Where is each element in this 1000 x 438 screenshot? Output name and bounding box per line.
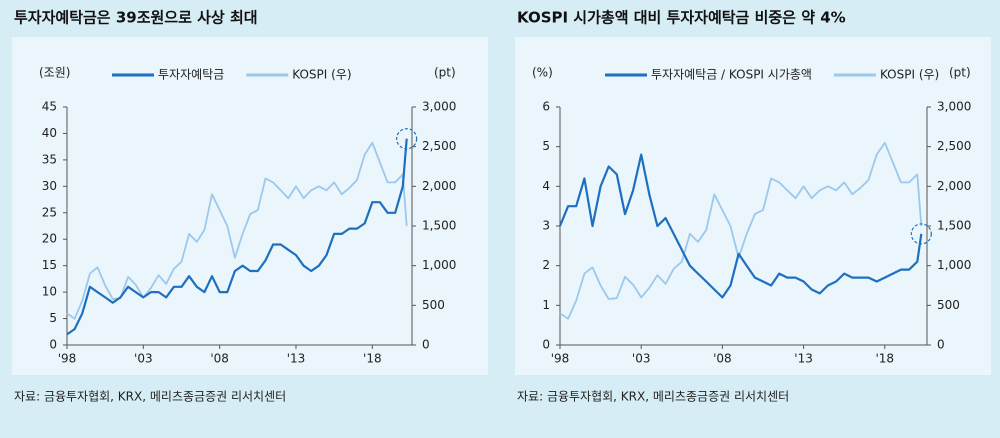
y-tick-label: 6 <box>542 100 550 114</box>
x-tick-label: '03 <box>632 352 651 366</box>
panel <box>515 37 991 375</box>
y-tick-label: 4 <box>542 179 550 193</box>
y-tick-label: 35 <box>42 152 57 166</box>
y-tick-label: 0 <box>49 338 57 352</box>
y-tick-label: 2 <box>542 258 550 272</box>
y-tick-label: 40 <box>42 126 57 140</box>
y-tick-label: 5 <box>49 311 57 325</box>
y2-tick-label: 1,500 <box>937 219 971 233</box>
x-tick-label: '13 <box>287 352 306 366</box>
y-tick-label: 20 <box>42 232 57 246</box>
y2-tick-label: 0 <box>937 338 945 352</box>
y-tick-label: 30 <box>42 179 57 193</box>
y2-tick-label: 1,500 <box>422 219 456 233</box>
series-line <box>558 153 923 299</box>
x-tick-label: '08 <box>210 352 229 366</box>
x-tick-label: '18 <box>363 352 382 366</box>
legend-label: KOSPI (우) <box>292 68 351 82</box>
legend-label: 투자자예탁금 <box>158 68 224 82</box>
y-tick-label: 10 <box>42 285 57 299</box>
y2-tick-label: 500 <box>937 298 960 312</box>
series-line <box>66 138 408 336</box>
x-tick-label: '08 <box>713 352 732 366</box>
legend-label: KOSPI (우) <box>880 68 939 82</box>
y2-tick-label: 2,000 <box>937 179 971 193</box>
y-tick-label: 5 <box>542 139 550 153</box>
y2-tick-label: 1,000 <box>422 258 456 272</box>
y2-tick-label: 1,000 <box>937 258 971 272</box>
x-tick-label: '03 <box>134 352 153 366</box>
y2-tick-label: 2,500 <box>422 139 456 153</box>
panel <box>12 37 488 375</box>
y2-tick-label: 0 <box>422 338 430 352</box>
y-tick-label: 0 <box>542 338 550 352</box>
y2-axis-label: (pt) <box>949 66 971 80</box>
x-tick-label: '98 <box>58 352 77 366</box>
highlight-circle <box>396 128 418 150</box>
y-tick-label: 15 <box>42 258 57 272</box>
source: 자료: 금융투자협회, KRX, 메리츠종금증권 리서치센터 <box>14 390 286 404</box>
y-tick-label: 1 <box>542 298 550 312</box>
x-tick-label: '98 <box>551 352 570 366</box>
y2-tick-label: 3,000 <box>937 100 971 114</box>
y-axis-label: (조원) <box>39 66 70 80</box>
y2-tick-label: 500 <box>422 298 445 312</box>
chart-title: 투자자예탁금은 39조원으로 사상 최대 <box>14 9 258 27</box>
y2-tick-label: 2,500 <box>937 139 971 153</box>
legend-label: 투자자예탁금 / KOSPI 시가총액 <box>651 68 812 82</box>
series-line <box>559 141 923 320</box>
y-axis-label: (%) <box>532 66 553 80</box>
x-tick-label: '13 <box>794 352 813 366</box>
series-line <box>66 141 408 320</box>
y-tick-label: 25 <box>42 205 57 219</box>
x-tick-label: '18 <box>875 352 894 366</box>
source: 자료: 금융투자협회, KRX, 메리츠종금증권 리서치센터 <box>517 390 789 404</box>
highlight-circle <box>910 223 932 245</box>
y2-tick-label: 2,000 <box>422 179 456 193</box>
y-tick-label: 3 <box>542 219 550 233</box>
chart-title: KOSPI 시가총액 대비 투자자예탁금 비중은 약 4% <box>517 9 846 27</box>
y2-tick-label: 3,000 <box>422 100 456 114</box>
y2-axis-label: (pt) <box>434 66 456 80</box>
y-tick-label: 45 <box>42 100 57 114</box>
